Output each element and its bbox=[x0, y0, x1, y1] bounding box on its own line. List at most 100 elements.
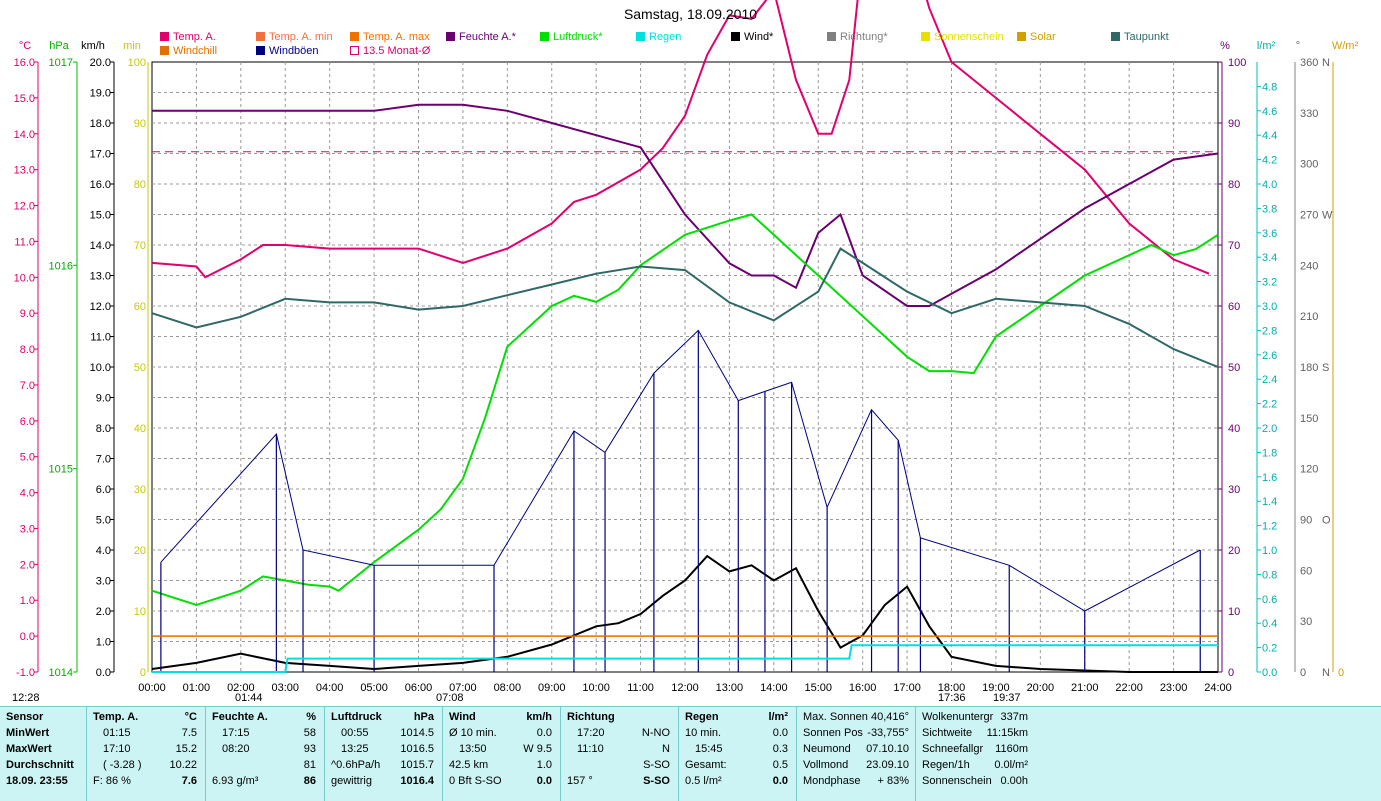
tick-label-lm2: 0.0 bbox=[1262, 667, 1277, 679]
tick-label-deg: 330 bbox=[1300, 108, 1318, 120]
tick-label-hour: 19:00 bbox=[982, 682, 1010, 694]
legend-swatch bbox=[731, 32, 740, 41]
min-row-label: MinWert bbox=[6, 727, 50, 739]
tick-label-deg: 180 bbox=[1300, 362, 1318, 374]
rain-r3b: 0.5 bbox=[772, 759, 788, 771]
tick-label-pct: 100 bbox=[1228, 57, 1246, 69]
tick-label-hour: 17:00 bbox=[893, 682, 921, 694]
tick-label-c: 15.0 bbox=[14, 93, 35, 105]
tick-label-hour: 24:00 bbox=[1204, 682, 1232, 694]
series-regen bbox=[152, 644, 1218, 673]
tick-label-kmh: 5.0 bbox=[96, 515, 111, 527]
tick-label-compass: O bbox=[1322, 515, 1331, 527]
temp-current: 7.6 bbox=[181, 775, 197, 787]
tick-label-min: 10 bbox=[134, 606, 146, 618]
tick-label-hour: 10:00 bbox=[582, 682, 610, 694]
marker-left-time: 12:28 bbox=[12, 692, 40, 704]
rain-panel: Regen l/m² 10 min. 0.0 15:45 0.3 Gesamt: 0.5… bbox=[679, 707, 797, 801]
tick-label-pct: 60 bbox=[1228, 301, 1240, 313]
tick-label-deg: 0 bbox=[1300, 667, 1306, 679]
tick-label-compass: N bbox=[1322, 667, 1330, 679]
legend-label: Regen bbox=[649, 31, 682, 43]
direction-header: Richtung bbox=[567, 711, 615, 723]
sun-4-label: Mondphase bbox=[803, 775, 861, 787]
marker-sunrise: 01:44 bbox=[235, 692, 263, 704]
legend-swatch bbox=[540, 32, 549, 41]
tick-label-hour: 15:00 bbox=[804, 682, 832, 694]
series-temp-a bbox=[151, 0, 1210, 279]
legend-label: Windböen bbox=[269, 45, 319, 57]
marker-sunrise2: 07:08 bbox=[436, 692, 464, 704]
legend-item: Temp. A. max bbox=[350, 31, 430, 43]
series-feuchte-a bbox=[152, 103, 1219, 307]
tick-label-c: 12.0 bbox=[14, 201, 35, 213]
tick-label-pct: 50 bbox=[1228, 362, 1240, 374]
legend-label: Sonnenschein bbox=[934, 31, 1004, 43]
legend-label: Luftdruck* bbox=[553, 31, 603, 43]
humidity-min: 58 bbox=[303, 727, 316, 739]
tick-label-deg: 120 bbox=[1300, 464, 1318, 476]
pressure-state: gewittrig bbox=[331, 775, 372, 787]
pressure-panel: Luftdruck hPa 00:55 1014.5 13:25 1016.5 ^0.… bbox=[325, 707, 443, 801]
temp-max: 15.2 bbox=[175, 743, 197, 755]
tick-label-hour: 05:00 bbox=[360, 682, 388, 694]
tick-label-lm2: 2.6 bbox=[1262, 350, 1277, 362]
tick-label-c: 9.0 bbox=[20, 308, 35, 320]
axis-unit-deg: ° bbox=[1296, 40, 1300, 52]
temp-min-time: 01:15 bbox=[103, 727, 131, 739]
tick-label-c: 14.0 bbox=[14, 129, 35, 141]
sensor-header: Sensor bbox=[6, 711, 44, 723]
wind-r2a: 13:50 bbox=[459, 743, 487, 755]
tick-label-hour: 01:00 bbox=[183, 682, 211, 694]
tick-label-lm2: 3.8 bbox=[1262, 203, 1277, 215]
tick-label-c: 16.0 bbox=[14, 57, 35, 69]
humidity-avg: 81 bbox=[303, 759, 316, 771]
current-date: 18.09. 23:55 bbox=[6, 775, 68, 787]
tick-label-kmh: 15.0 bbox=[90, 210, 111, 222]
pressure-min-time: 00:55 bbox=[341, 727, 369, 739]
temp-min: 7.5 bbox=[181, 727, 197, 739]
tick-label-lm2: 0.6 bbox=[1262, 594, 1277, 606]
tick-label-pct: 10 bbox=[1228, 606, 1240, 618]
tick-label-deg: 60 bbox=[1300, 565, 1312, 577]
max-row-label: MaxWert bbox=[6, 743, 52, 755]
misc-4-value: 0.00h bbox=[1000, 775, 1028, 787]
legend-swatch bbox=[446, 32, 455, 41]
tick-label-deg: 240 bbox=[1300, 260, 1318, 272]
pressure-max-time: 13:25 bbox=[341, 743, 369, 755]
legend-swatch bbox=[827, 32, 836, 41]
weather-chart: °C hPa km/h min% l/m² ° W/m² -1.0 0.0 1.0 2.0 3.0 4.… bbox=[12, 0, 1358, 704]
sun-3-value: 23.09.10 bbox=[866, 759, 909, 771]
axis-unit-kmh: km/h bbox=[81, 40, 105, 52]
legend-swatch bbox=[160, 46, 169, 55]
tick-label-kmh: 14.0 bbox=[90, 240, 111, 252]
tick-label-min: 20 bbox=[134, 545, 146, 557]
tick-label-kmh: 1.0 bbox=[96, 637, 111, 649]
misc-2-label: Schneefallgr bbox=[922, 743, 984, 755]
marker-sunset2: 19:37 bbox=[993, 692, 1021, 704]
temp-panel: Temp. A. °C 01:15 7.5 17:10 15.2 ( -3.28 ) 1… bbox=[87, 707, 206, 801]
tick-label-hour: 04:00 bbox=[316, 682, 344, 694]
direction-r2b: N bbox=[662, 743, 670, 755]
tick-label-min: 60 bbox=[134, 301, 146, 313]
tick-label-deg: 150 bbox=[1300, 413, 1318, 425]
tick-label-lm2: 0.4 bbox=[1262, 618, 1277, 630]
tick-label-pct: 30 bbox=[1228, 484, 1240, 496]
tick-label-kmh: 10.0 bbox=[90, 362, 111, 374]
rain-r1b: 0.0 bbox=[772, 727, 788, 739]
legend-item: Feuchte A.* bbox=[446, 31, 516, 43]
legend-item: 13.5 Monat-Ø bbox=[350, 45, 430, 57]
tick-label-min: 50 bbox=[134, 362, 146, 374]
axis-unit-pct: % bbox=[1220, 40, 1230, 52]
tick-label-c: 13.0 bbox=[14, 165, 35, 177]
tick-label-lm2: 4.0 bbox=[1262, 179, 1277, 191]
rain-unit: l/m² bbox=[768, 711, 788, 723]
rain-header: Regen bbox=[685, 711, 719, 723]
tick-label-pct: 80 bbox=[1228, 179, 1240, 191]
pressure-header: Luftdruck bbox=[331, 711, 382, 723]
tick-label-compass: W bbox=[1322, 210, 1333, 222]
wind-r1a: Ø 10 min. bbox=[449, 727, 497, 739]
tick-label-min: 70 bbox=[134, 240, 146, 252]
wind-header: Wind bbox=[449, 711, 476, 723]
tick-label-pct: 70 bbox=[1228, 240, 1240, 252]
